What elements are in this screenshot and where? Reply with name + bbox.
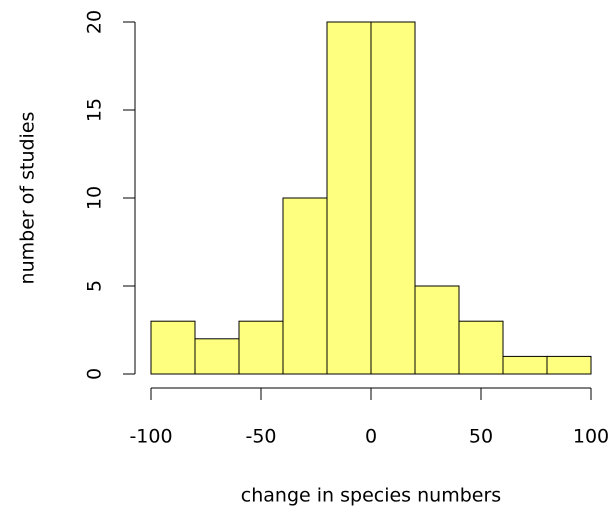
bar bbox=[238, 320, 284, 375]
bar bbox=[502, 355, 548, 375]
y-tick-label: 0 bbox=[84, 368, 106, 380]
bar bbox=[194, 338, 240, 375]
y-tick-label: 5 bbox=[84, 280, 106, 292]
y-axis-label: number of studies bbox=[17, 112, 39, 285]
bar bbox=[370, 21, 416, 375]
bar bbox=[150, 320, 196, 375]
x-tick-label: 100 bbox=[573, 426, 609, 448]
y-tick-label: 15 bbox=[84, 98, 106, 122]
bar bbox=[546, 355, 592, 375]
x-tick-label: -100 bbox=[129, 426, 172, 448]
x-axis-label: change in species numbers bbox=[241, 485, 501, 507]
bar bbox=[458, 320, 504, 375]
bar bbox=[326, 21, 372, 375]
y-tick-label: 20 bbox=[84, 10, 106, 34]
x-tick-label: 50 bbox=[469, 426, 493, 448]
y-tick-label: 10 bbox=[84, 186, 106, 210]
bar bbox=[282, 197, 328, 375]
x-tick-label: 0 bbox=[365, 426, 377, 448]
bar bbox=[414, 285, 460, 375]
x-tick-label: -50 bbox=[245, 426, 276, 448]
